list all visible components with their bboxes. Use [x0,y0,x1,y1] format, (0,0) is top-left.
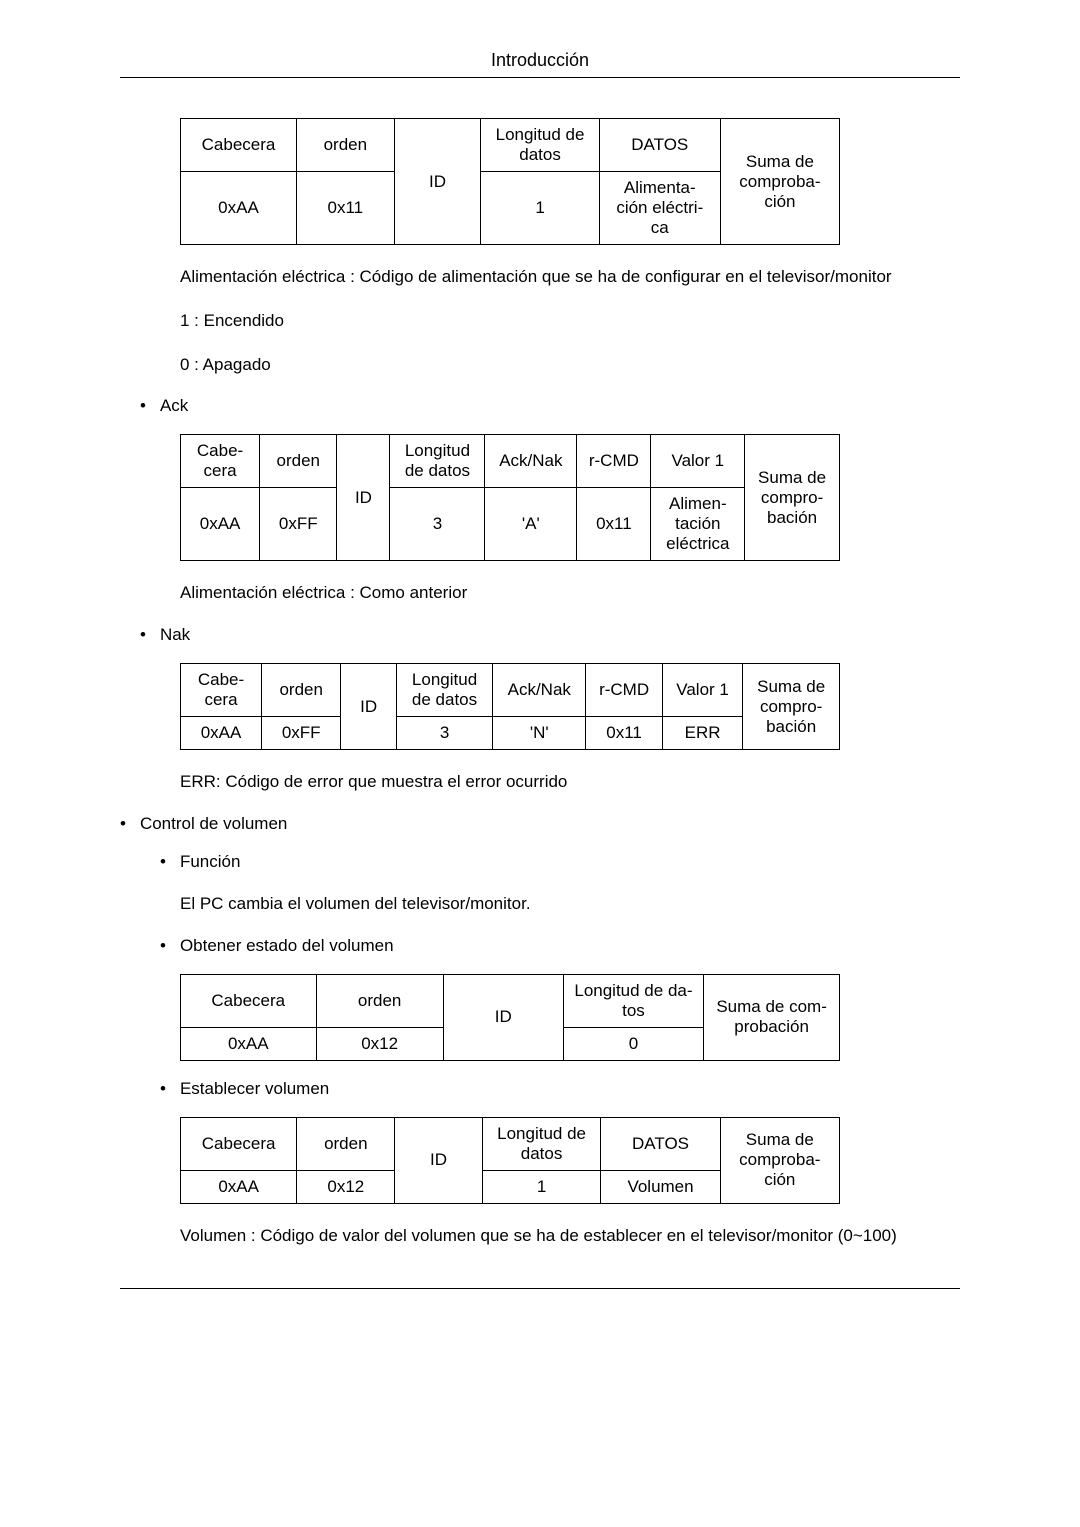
t2-h1: orden [260,435,337,488]
t4-h1: orden [316,974,443,1027]
nak-bullet: • Nak [140,625,960,645]
t4-r1: 0x12 [316,1027,443,1060]
ack-label: Ack [160,396,188,415]
table-2: Cabe-cera orden ID Longitud de datos Ack… [180,434,840,561]
t4-h2: ID [443,974,563,1060]
obtener-label: Obtener estado del volumen [180,936,394,955]
t4-r3: 0 [563,1027,703,1060]
t4-h3: Longitud de da-tos [563,974,703,1027]
t3-r1: 0xFF [262,717,341,750]
obtener-bullet: • Obtener estado del volumen [160,936,960,956]
bottom-rule [120,1288,960,1289]
table-4: Cabecera orden ID Longitud de da-tos Sum… [180,974,840,1061]
note-1b: 0 : Apagado [180,353,960,377]
t3-r0: 0xAA [181,717,262,750]
t1-h5: Suma de comproba-ción [720,119,839,245]
t3-h1: orden [262,664,341,717]
t2-r6: Alimen-tación eléctrica [651,488,745,561]
note-1a: 1 : Encendido [180,309,960,333]
t3-r6: ERR [662,717,742,750]
t2-h2: ID [337,435,390,561]
t2-r5: 0x11 [577,488,651,561]
t2-r1: 0xFF [260,488,337,561]
t3-h0: Cabe-cera [181,664,262,717]
t4-h4: Suma de com-probación [704,974,840,1060]
t5-h5: Suma de comproba-ción [720,1117,839,1203]
table-5: Cabecera orden ID Longitud de datos DATO… [180,1117,840,1204]
t1-h2: ID [394,119,481,245]
t2-h6: Valor 1 [651,435,745,488]
bullet-dot: • [160,1079,166,1098]
establecer-bullet: • Establecer volumen [160,1079,960,1099]
control-vol-bullet: • Control de volumen [120,814,960,834]
t1-r1: 0x11 [297,172,395,245]
t5-h0: Cabecera [181,1117,297,1170]
establecer-label: Establecer volumen [180,1079,329,1098]
t5-h1: orden [297,1117,395,1170]
funcion-text: El PC cambia el volumen del televisor/mo… [180,892,960,916]
t1-h4: DATOS [599,119,720,172]
t2-h0: Cabe-cera [181,435,260,488]
note-2: Alimentación eléctrica : Como anterior [180,581,960,605]
t2-h7: Suma de compro-bación [745,435,840,561]
ack-bullet: • Ack [140,396,960,416]
t3-h2: ID [341,664,397,750]
t4-r0: 0xAA [181,1027,317,1060]
t3-r5: 0x11 [586,717,663,750]
t3-h5: r-CMD [586,664,663,717]
t1-h0: Cabecera [181,119,297,172]
t3-h6: Valor 1 [662,664,742,717]
t2-h5: r-CMD [577,435,651,488]
bullet-dot: • [140,625,146,644]
page-title: Introducción [120,50,960,71]
bullet-dot: • [120,814,126,833]
title-rule [120,77,960,78]
control-vol-label: Control de volumen [140,814,287,833]
nak-label: Nak [160,625,190,644]
t4-h0: Cabecera [181,974,317,1027]
table-3: Cabe-cera orden ID Longitud de datos Ack… [180,663,840,750]
t5-h4: DATOS [601,1117,720,1170]
table-1: Cabecera orden ID Longitud de datos DATO… [180,118,840,245]
t2-r4: 'A' [485,488,577,561]
t5-r1: 0x12 [297,1170,395,1203]
t5-r4: Volumen [601,1170,720,1203]
t3-h7: Suma de compro-bación [743,664,840,750]
t2-h4: Ack/Nak [485,435,577,488]
t1-r3: 1 [481,172,599,245]
t3-r4: 'N' [493,717,586,750]
bullet-dot: • [160,936,166,955]
t1-h1: orden [297,119,395,172]
t5-h3: Longitud de datos [482,1117,601,1170]
t5-r3: 1 [482,1170,601,1203]
t5-h2: ID [395,1117,482,1203]
t5-r0: 0xAA [181,1170,297,1203]
t3-r3: 3 [396,717,492,750]
t3-h3: Longitud de datos [396,664,492,717]
t3-h4: Ack/Nak [493,664,586,717]
t1-h3: Longitud de datos [481,119,599,172]
note-1: Alimentación eléctrica : Código de alime… [180,265,960,289]
t2-r3: 3 [390,488,485,561]
t2-r0: 0xAA [181,488,260,561]
note-5: Volumen : Código de valor del volumen qu… [180,1224,960,1248]
t2-h3: Longitud de datos [390,435,485,488]
bullet-dot: • [140,396,146,415]
funcion-bullet: • Función [160,852,960,872]
funcion-label: Función [180,852,240,871]
bullet-dot: • [160,852,166,871]
t1-r4: Alimenta-ción eléctri-ca [599,172,720,245]
t1-r0: 0xAA [181,172,297,245]
note-3: ERR: Código de error que muestra el erro… [180,770,960,794]
